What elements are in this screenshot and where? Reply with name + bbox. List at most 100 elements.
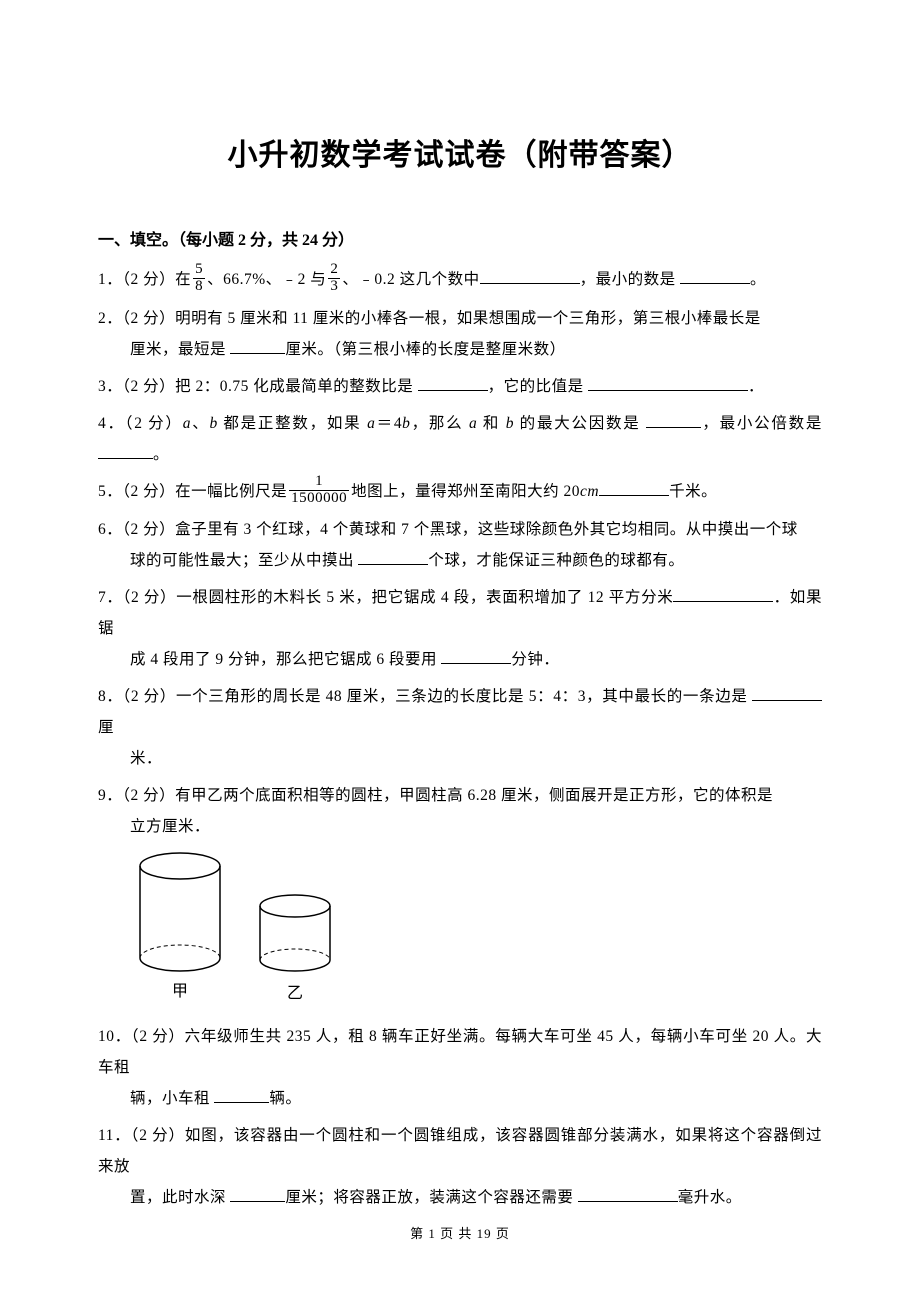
q4-m: 的最大公因数是	[514, 415, 646, 432]
q6-line2: 球的可能性最大；至少从中摸出 个球，才能保证三种颜色的球都有。	[98, 545, 822, 576]
q3-text-a: 3．（2 分）把 2：0.75 化成最简单的整数比是	[98, 378, 418, 395]
q11-d: 毫升水。	[678, 1189, 742, 1206]
cylinder-diagram: 甲 乙	[98, 848, 822, 1013]
blank	[599, 479, 669, 496]
footer-a: 第	[410, 1226, 428, 1241]
cylinder-yi: 乙	[260, 895, 330, 1002]
q6-a: 6．（2 分）盒子里有 3 个红球，4 个黄球和 7 个黑球，这些球除颜色外其它…	[98, 521, 798, 538]
q1-text-b: 、66.7%、﹣2 与	[207, 271, 326, 288]
q1-text-a: 1．（2 分）在	[98, 271, 191, 288]
question-5: 5．（2 分）在一幅比例尺是11500000地图上，量得郑州至南阳大约 20cm…	[98, 476, 822, 509]
blank	[441, 648, 511, 665]
q6-b: 球的可能性最大；至少从中摸出	[130, 552, 358, 569]
fraction: 23	[328, 262, 340, 295]
q5-b: 地图上，量得郑州至南阳大约 20	[351, 483, 580, 500]
q6-c: 个球，才能保证三种颜色的球都有。	[428, 552, 684, 569]
blank	[646, 411, 701, 428]
q8-b: 厘	[98, 719, 114, 736]
q11-line2: 置，此时水深 厘米；将容器正放，装满这个容器还需要 毫升水。	[98, 1182, 822, 1213]
question-8: 8．（2 分）一个三角形的周长是 48 厘米，三条边的长度比是 5：4：3，其中…	[98, 681, 822, 774]
q8-line2: 米．	[98, 743, 822, 774]
q7-a: 7．（2 分）一根圆柱形的木料长 5 米，把它锯成 4 段，表面积增加了 12 …	[98, 589, 673, 606]
question-6: 6．（2 分）盒子里有 3 个红球，4 个黄球和 7 个黑球，这些球除颜色外其它…	[98, 514, 822, 576]
page: 小升初数学考试试卷（附带答案） 一、填空。（每小题 2 分，共 24 分） 1．…	[0, 0, 920, 1302]
q11-c: 厘米；将容器正放，装满这个容器还需要	[285, 1189, 577, 1206]
document-title: 小升初数学考试试卷（附带答案）	[98, 130, 822, 174]
q5-a: 5．（2 分）在一幅比例尺是	[98, 483, 287, 500]
q7-line2: 成 4 段用了 9 分钟，那么把它锯成 6 段要用 分钟．	[98, 644, 822, 675]
var-b: b	[209, 415, 217, 432]
question-7: 7．（2 分）一根圆柱形的木料长 5 米，把它锯成 4 段，表面积增加了 12 …	[98, 582, 822, 675]
cylinder-jia: 甲	[140, 853, 220, 1000]
footer-total: 19	[477, 1226, 492, 1241]
q7-d: 分钟．	[511, 651, 559, 668]
q11-a: 11．（2 分）如图，该容器由一个圆柱和一个圆锥组成，该容器圆锥部分装满水，如果…	[98, 1127, 822, 1175]
question-10: 10．（2 分）六年级师生共 235 人，租 8 辆车正好坐满。每辆大车可坐 4…	[98, 1021, 822, 1114]
denominator: 8	[193, 279, 205, 295]
section-header: 一、填空。（每小题 2 分，共 24 分）	[98, 226, 822, 250]
blank	[673, 586, 773, 603]
label-yi: 乙	[287, 985, 303, 1002]
q3-text-c: ．	[748, 378, 764, 395]
q8-c: 米．	[130, 750, 162, 767]
q4-a: 4．（2 分）	[98, 415, 183, 432]
q10-a: 10．（2 分）六年级师生共 235 人，租 8 辆车正好坐满。每辆大车可坐 4…	[98, 1028, 822, 1076]
q9-line2: 立方厘米．	[98, 811, 822, 842]
q2-text-c: 厘米。（第三根小棒的长度是整厘米数）	[285, 341, 565, 358]
q5-d: 千米。	[669, 483, 717, 500]
blank	[578, 1186, 678, 1203]
question-3: 3．（2 分）把 2：0.75 化成最简单的整数比是 ，它的比值是 ．	[98, 371, 822, 402]
denominator: 3	[328, 279, 340, 295]
footer-c: 页	[492, 1226, 510, 1241]
question-4: 4．（2 分）a、b 都是正整数，如果 a＝4b，那么 a 和 b 的最大公因数…	[98, 408, 822, 470]
q2-text-a: 2．（2 分）明明有 5 厘米和 11 厘米的小棒各一根，如果想围成一个三角形，…	[98, 310, 761, 327]
q4-c: 、	[191, 415, 210, 432]
q4-g: ＝4	[375, 415, 402, 432]
blank	[358, 549, 428, 566]
blank	[588, 374, 748, 391]
q10-c: 辆。	[269, 1090, 301, 1107]
q2-line2: 厘米，最短是 厘米。（第三根小棒的长度是整厘米数）	[98, 334, 822, 365]
q4-o: 。	[153, 446, 169, 463]
q10-line2: 辆，小车租 辆。	[98, 1083, 822, 1114]
denominator: 1500000	[289, 491, 349, 507]
q4-e: 都是正整数，如果	[218, 415, 367, 432]
numerator: 5	[193, 262, 205, 279]
q10-b: 辆，小车租	[130, 1090, 214, 1107]
var-b: b	[506, 415, 514, 432]
q7-c: 成 4 段用了 9 分钟，那么把它锯成 6 段要用	[130, 651, 441, 668]
q1-text-d: ，最小的数是	[580, 271, 680, 288]
footer-page: 1	[428, 1226, 436, 1241]
question-9: 9．（2 分）有甲乙两个底面积相等的圆柱，甲圆柱高 6.28 厘米，侧面展开是正…	[98, 780, 822, 842]
fraction: 58	[193, 262, 205, 295]
label-jia: 甲	[172, 983, 188, 1000]
footer-b: 页 共	[436, 1226, 477, 1241]
q4-k: 和	[477, 415, 506, 432]
unit-cm: cm	[580, 483, 599, 500]
numerator: 1	[289, 474, 349, 491]
var-a: a	[183, 415, 191, 432]
blank	[230, 1186, 285, 1203]
q4-i: ，那么	[410, 415, 469, 432]
q1-text-e: 。	[750, 271, 766, 288]
fraction: 11500000	[289, 474, 349, 507]
q2-text-b: 厘米，最短是	[130, 341, 230, 358]
blank	[214, 1087, 269, 1104]
blank	[98, 442, 153, 459]
blank	[230, 337, 285, 354]
cylinders-svg: 甲 乙	[130, 848, 360, 1008]
question-11: 11．（2 分）如图，该容器由一个圆柱和一个圆锥组成，该容器圆锥部分装满水，如果…	[98, 1120, 822, 1213]
question-2: 2．（2 分）明明有 5 厘米和 11 厘米的小棒各一根，如果想围成一个三角形，…	[98, 303, 822, 365]
q9-b: 立方厘米．	[130, 818, 210, 835]
page-footer: 第 1 页 共 19 页	[0, 1223, 920, 1242]
blank	[752, 685, 822, 702]
q9-a: 9．（2 分）有甲乙两个底面积相等的圆柱，甲圆柱高 6.28 厘米，侧面展开是正…	[98, 787, 773, 804]
blank	[680, 268, 750, 285]
q11-b: 置，此时水深	[130, 1189, 230, 1206]
q4-n: ，最小公倍数是	[701, 415, 822, 432]
blank	[418, 374, 488, 391]
question-1: 1．（2 分）在58、66.7%、﹣2 与23、﹣0.2 这几个数中，最小的数是…	[98, 264, 822, 297]
numerator: 2	[328, 262, 340, 279]
blank	[480, 268, 580, 285]
q8-a: 8．（2 分）一个三角形的周长是 48 厘米，三条边的长度比是 5：4：3，其中…	[98, 688, 752, 705]
